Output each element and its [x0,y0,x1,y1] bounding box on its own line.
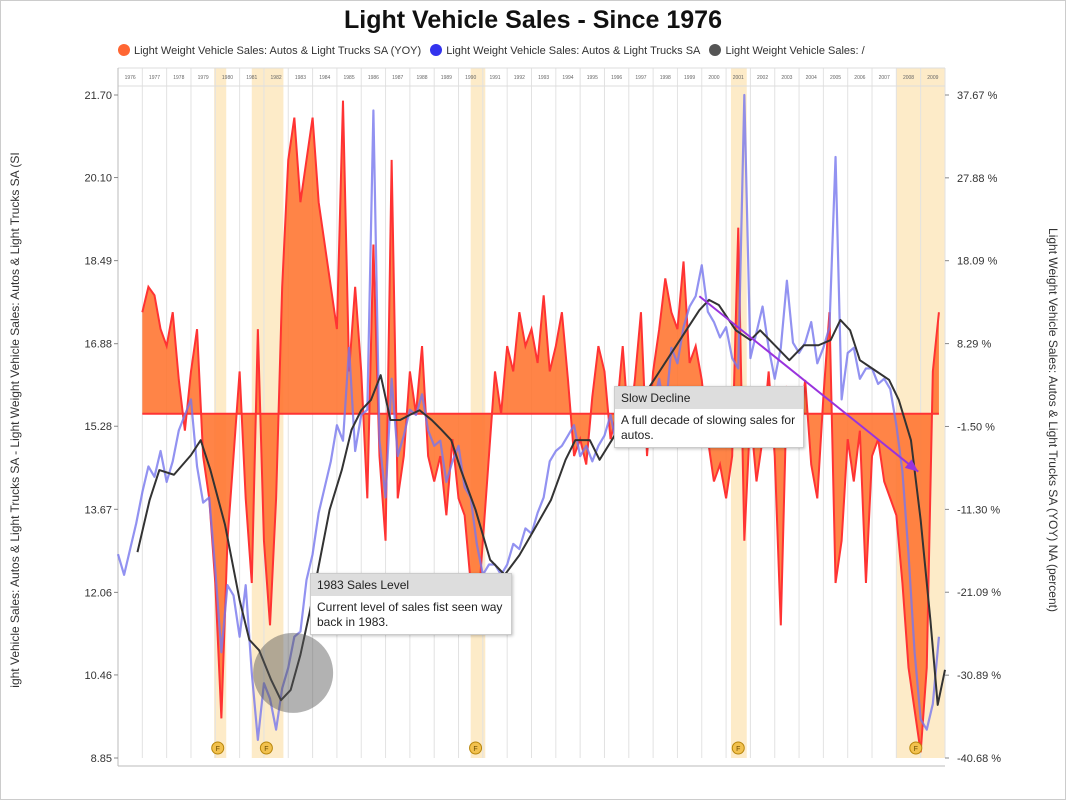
x-tick-label: 1990 [465,75,476,81]
x-tick-label: 2009 [927,75,938,81]
x-tick-label: 1982 [271,75,282,81]
x-tick-label: 1996 [611,75,622,81]
event-marker-label: F [216,746,220,753]
x-tick-label: 2006 [854,75,865,81]
y-tick-label-right: 27.88 % [957,173,998,185]
x-tick-label: 1991 [489,75,500,81]
y-tick-label-left: 21.70 [84,90,112,102]
x-tick-label: 1986 [368,75,379,81]
x-tick-label: 1994 [562,75,573,81]
y-tick-label-right: 18.09 % [957,256,998,268]
y-tick-label-right: 8.29 % [957,339,991,351]
y-tick-label-right: -40.68 % [957,753,1001,765]
y-tick-label-left: 8.85 [91,753,112,765]
event-marker-label: F [473,746,477,753]
x-tick-label: 1985 [344,75,355,81]
x-tick-label: 1976 [125,75,136,81]
y-tick-label-right: -11.30 % [957,504,1000,516]
x-tick-label: 1981 [246,75,257,81]
x-tick-label: 1995 [587,75,598,81]
annotation-text: A full decade of slowing sales for autos… [615,409,803,447]
y-tick-label-right: -30.89 % [957,670,1001,682]
x-tick-label: 1978 [173,75,184,81]
x-tick-label: 2005 [830,75,841,81]
x-tick-label: 1999 [684,75,695,81]
x-tick-label: 1993 [538,75,549,81]
y-tick-label-left: 13.67 [84,504,112,516]
x-tick-label: 2008 [903,75,914,81]
annotation-1983: 1983 Sales Level Current level of sales … [310,573,512,635]
x-tick-label: 1992 [514,75,525,81]
y-tick-label-left: 12.06 [84,587,112,599]
x-tick-label: 1983 [295,75,306,81]
event-marker-label: F [736,746,740,753]
annotation-title: 1983 Sales Level [311,574,511,596]
y-tick-label-left: 20.10 [84,173,112,185]
y-tick-label-right: -1.50 % [957,421,995,433]
event-marker-label: F [264,746,268,753]
x-tick-label: 2000 [708,75,719,81]
x-tick-label: 2002 [757,75,768,81]
x-tick-label: 1997 [635,75,646,81]
x-tick-label: 2001 [733,75,744,81]
x-tick-label: 2003 [781,75,792,81]
x-tick-label: 2004 [806,75,817,81]
x-tick-label: 1998 [660,75,671,81]
x-tick-label: 1984 [319,75,330,81]
event-marker-label: F [914,746,918,753]
highlight-circle [253,633,333,713]
annotation-text: Current level of sales fist seen way bac… [311,596,511,634]
x-tick-label: 1989 [441,75,452,81]
y-tick-label-right: -21.09 % [957,587,1001,599]
x-tick-label: 1979 [198,75,209,81]
x-tick-label: 1980 [222,75,233,81]
annotation-title: Slow Decline [615,387,803,409]
x-tick-label: 1988 [416,75,427,81]
x-tick-label: 1987 [392,75,403,81]
y-tick-label-left: 16.88 [84,339,112,351]
y-tick-label-left: 15.28 [84,421,112,433]
x-tick-label: 1977 [149,75,160,81]
y-tick-label-right: 37.67 % [957,90,998,102]
annotation-slow-decline: Slow Decline A full decade of slowing sa… [614,386,804,448]
y-tick-label-left: 10.46 [84,670,112,682]
y-tick-label-left: 18.49 [84,256,112,268]
x-tick-label: 2007 [879,75,890,81]
